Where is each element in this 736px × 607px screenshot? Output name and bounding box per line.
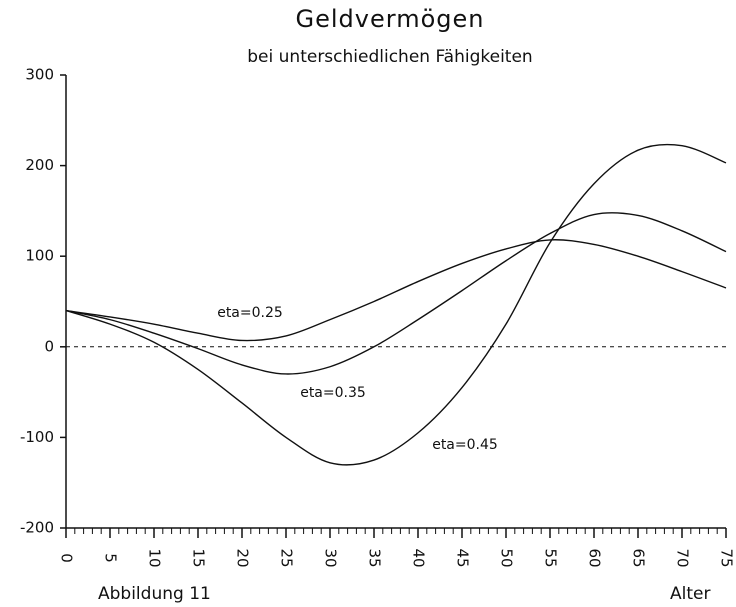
y-tick-label: 100: [25, 247, 54, 265]
y-tick-label: 0: [44, 337, 54, 355]
x-axis-label: Alter: [670, 584, 710, 604]
series-line: [65, 212, 727, 375]
x-tick-label: 60: [586, 548, 604, 567]
x-tick-label: 35: [366, 548, 384, 567]
y-tick-label: 300: [25, 66, 54, 84]
series-label: eta=0.45: [432, 437, 498, 453]
x-tick-label: 25: [278, 548, 296, 567]
x-tick-label: 65: [630, 548, 648, 567]
x-tick-label: 75: [718, 548, 736, 567]
x-tick-label: 0: [58, 553, 76, 563]
series-label: eta=0.35: [300, 385, 366, 401]
x-tick-label: 20: [234, 548, 252, 567]
x-tick-label: 70: [674, 548, 692, 567]
y-tick-label: -200: [20, 519, 54, 537]
caption: Abbildung 11: [98, 584, 211, 604]
chart-title: Geldvermögen: [296, 5, 485, 33]
x-tick-label: 55: [542, 548, 560, 567]
x-tick-label: 10: [146, 548, 164, 567]
series-line: [65, 239, 727, 342]
y-tick-label: 200: [25, 156, 54, 174]
y-tick-label: -100: [20, 428, 54, 446]
x-tick-label: 15: [190, 548, 208, 567]
x-tick-label: 40: [410, 548, 428, 567]
x-tick-label: 5: [102, 553, 120, 563]
series-label: eta=0.25: [217, 305, 283, 321]
x-tick-label: 30: [322, 548, 340, 567]
chart-subtitle: bei unterschiedlichen Fähigkeiten: [247, 47, 532, 67]
x-tick-label: 50: [498, 548, 516, 567]
x-tick-label: 45: [454, 548, 472, 567]
series-line: [65, 143, 727, 466]
